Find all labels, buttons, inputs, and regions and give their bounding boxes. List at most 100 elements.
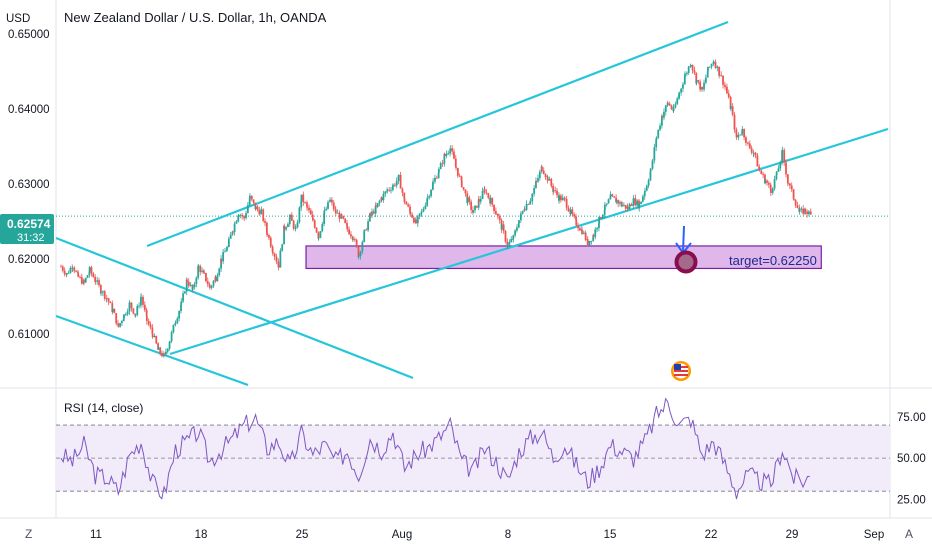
candle-body (649, 168, 652, 172)
candle-body (329, 199, 331, 202)
candle-body (111, 308, 114, 312)
candle-body (777, 168, 780, 172)
candle-body (762, 174, 765, 175)
candle-body (237, 215, 240, 217)
candle-body (174, 323, 177, 324)
candle-body (338, 212, 341, 219)
candle-body (130, 302, 133, 309)
candle-body (439, 163, 442, 170)
candle-body (201, 270, 203, 272)
candle-body (409, 206, 411, 212)
candle-body (317, 232, 320, 239)
trend-channels[interactable] (55, 20, 889, 387)
candle-body (75, 271, 78, 272)
candle-body (159, 347, 162, 354)
candle-body (415, 219, 417, 224)
candle-body (596, 228, 598, 230)
candle-body (584, 232, 587, 240)
candle-body (806, 211, 808, 215)
candle-body (720, 74, 723, 76)
candle-body (525, 204, 528, 210)
candle-body (695, 80, 698, 84)
candle-body (561, 197, 564, 201)
candle-body (102, 291, 104, 293)
candle-body (220, 258, 223, 262)
candle-body (668, 103, 671, 106)
candle-body (426, 197, 429, 200)
candle-body (268, 235, 270, 238)
candle-body (706, 71, 709, 78)
time-axis-tick-label: 18 (195, 529, 208, 541)
candle-body (407, 204, 410, 207)
candle-body (113, 308, 116, 314)
candle-body (189, 284, 192, 286)
candle-body (626, 206, 629, 210)
candle-body (208, 286, 211, 288)
candle-body (657, 129, 660, 138)
candle-body (750, 148, 753, 153)
time-axis-tick-label: 11 (90, 529, 102, 541)
candle-body (115, 313, 118, 324)
candle-body (245, 213, 247, 219)
candle-body (531, 193, 534, 202)
candle-body (262, 209, 265, 221)
candle-body (269, 237, 272, 247)
candle-body (786, 174, 789, 183)
candle-body (809, 211, 812, 215)
time-axis-tick-label: 15 (604, 529, 617, 541)
candle-body (516, 227, 518, 231)
candle-body (222, 252, 225, 262)
candle-body (105, 298, 108, 299)
candle-body (420, 211, 423, 213)
candle-body (689, 65, 692, 66)
price-axis-tick-label: 0.65000 (8, 29, 50, 41)
candle-body (617, 200, 620, 204)
auto-scale-button[interactable]: A (905, 527, 913, 541)
candle-body (747, 142, 749, 144)
candle-body (449, 148, 452, 152)
candle-body (683, 76, 686, 85)
candle-body (722, 75, 724, 85)
time-axis-tick-label: Sep (864, 529, 884, 541)
candle-body (331, 199, 333, 203)
candle-body (260, 209, 263, 212)
candle-body (161, 353, 163, 357)
candle-body (704, 77, 707, 83)
candle-body (460, 180, 463, 188)
candle-body (718, 74, 721, 76)
candle-body (470, 201, 473, 210)
candle-body (729, 106, 732, 109)
candle-body (565, 198, 568, 208)
zoom-reset-button[interactable]: Z (25, 527, 32, 541)
candle-body (519, 213, 522, 221)
candle-body (403, 197, 406, 203)
candle-body (145, 316, 148, 321)
candle-body (643, 192, 646, 197)
candle-body (237, 215, 240, 222)
candle-body (256, 206, 259, 210)
candle-body (485, 192, 488, 194)
candle-body (317, 237, 320, 239)
candle-body (249, 195, 251, 199)
candle-body (355, 239, 358, 247)
candle-body (197, 265, 200, 278)
candle-body (411, 214, 413, 218)
candle-body (252, 199, 255, 203)
candle-body (594, 229, 597, 237)
candle-body (701, 87, 704, 90)
candle-body (808, 211, 810, 215)
us-flag-event-icon[interactable] (671, 361, 691, 381)
candle-body (180, 301, 183, 305)
candle-body (336, 212, 339, 214)
candle-body (767, 182, 770, 185)
candle-body (357, 246, 360, 258)
candle-body (378, 200, 381, 204)
candle-body (65, 273, 68, 275)
candle-body (514, 230, 517, 236)
candle-body (454, 158, 457, 167)
current-price-badge (0, 214, 54, 244)
candle-body (685, 72, 688, 75)
candle-body (766, 180, 768, 183)
candle-body (86, 275, 89, 278)
